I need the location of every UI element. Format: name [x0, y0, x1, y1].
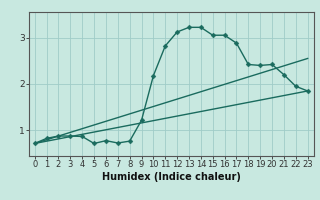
- X-axis label: Humidex (Indice chaleur): Humidex (Indice chaleur): [102, 172, 241, 182]
